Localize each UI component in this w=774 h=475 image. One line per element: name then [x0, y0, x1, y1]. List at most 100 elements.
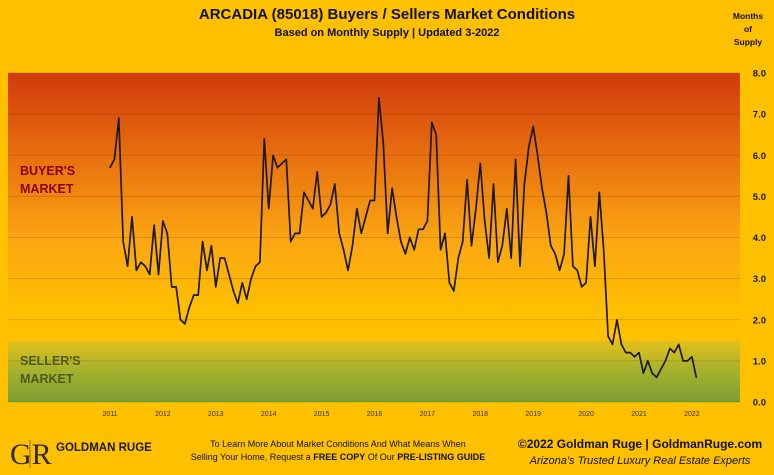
data-point: [484, 220, 486, 222]
data-point: [281, 162, 283, 165]
data-point: [312, 208, 314, 210]
data-point: [303, 191, 305, 193]
data-point: [669, 347, 671, 350]
x-tick-label: 2017: [420, 411, 436, 418]
data-point: [365, 216, 367, 218]
data-point: [607, 335, 609, 337]
y-tick-label: 8.0: [753, 69, 766, 80]
chart-title: ARCADIA (85018) Buyers / Sellers Market …: [198, 6, 576, 23]
data-point: [109, 167, 111, 169]
data-point: [528, 146, 530, 148]
x-tick-label: 2012: [155, 411, 171, 418]
data-point: [686, 360, 689, 362]
data-point: [603, 249, 605, 251]
chart-subtitle: Based on Monthly Supply | Updated 3-2022: [274, 27, 500, 39]
logo-wordmark: GOLDMAN RUGE: [56, 442, 152, 454]
data-point: [418, 228, 420, 230]
data-point: [166, 232, 168, 234]
data-point: [409, 236, 411, 239]
data-point: [285, 158, 287, 160]
x-tick-label: 2021: [631, 411, 647, 418]
buyers-market-label: BUYER'S MARKET: [20, 164, 76, 196]
data-point: [263, 138, 265, 140]
data-point: [272, 154, 274, 156]
data-point: [678, 343, 680, 345]
data-point: [537, 154, 539, 156]
data-point: [506, 208, 508, 210]
data-point: [462, 241, 464, 243]
data-point: [440, 249, 442, 251]
x-tick-label: 2015: [314, 411, 330, 418]
data-point: [162, 220, 164, 222]
y-axis-unit-label: Months of Supply: [732, 11, 764, 47]
data-point: [559, 269, 561, 271]
data-point: [594, 265, 596, 267]
data-point: [550, 245, 552, 247]
baseline-band: [8, 400, 740, 402]
data-point: [334, 183, 336, 185]
data-point: [616, 319, 618, 321]
data-point: [695, 376, 697, 378]
x-tick-label: 2019: [525, 411, 541, 418]
data-point: [488, 257, 490, 259]
data-point: [563, 253, 565, 255]
y-tick-label: 3.0: [753, 274, 766, 285]
data-point: [259, 261, 261, 263]
data-point: [651, 372, 653, 374]
data-point: [400, 241, 402, 243]
data-point: [598, 191, 600, 193]
data-point: [254, 265, 257, 267]
x-tick-label: 2011: [102, 411, 117, 418]
data-point: [224, 257, 226, 259]
data-point: [171, 286, 173, 288]
data-point: [634, 356, 636, 358]
y-tick-label: 5.0: [753, 192, 766, 203]
data-point: [475, 208, 477, 210]
data-point: [642, 372, 645, 374]
data-point: [184, 323, 186, 325]
data-point: [660, 368, 662, 370]
data-point: [338, 232, 340, 234]
data-point: [431, 121, 433, 123]
sellers-market-label: SELLER'S MARKET: [20, 354, 81, 386]
data-point: [426, 220, 428, 222]
data-point: [391, 187, 393, 189]
data-point: [629, 352, 631, 354]
data-point: [276, 167, 279, 169]
data-point: [395, 216, 398, 218]
data-point: [113, 158, 115, 160]
data-point: [179, 319, 182, 321]
data-point: [691, 356, 693, 358]
data-point: [351, 245, 354, 247]
data-point: [545, 212, 548, 214]
y-tick-label: 4.0: [753, 233, 766, 244]
data-point: [448, 282, 450, 284]
data-point: [307, 199, 309, 202]
data-point: [656, 376, 658, 378]
data-point: [237, 302, 239, 304]
data-point: [250, 278, 252, 280]
y-tick-label: 6.0: [753, 151, 766, 162]
data-point: [144, 265, 146, 267]
data-point: [585, 282, 587, 284]
data-point: [554, 253, 556, 255]
call-to-action-text: To Learn More About Market Conditions An…: [190, 439, 486, 462]
data-point: [356, 208, 358, 210]
data-point: [369, 199, 371, 202]
data-point: [532, 125, 534, 128]
data-point: [519, 265, 521, 267]
data-point: [294, 232, 296, 234]
data-point: [664, 360, 667, 362]
x-tick-label: 2020: [578, 411, 594, 418]
y-tick-label: 7.0: [753, 110, 766, 121]
data-point: [404, 253, 406, 255]
data-point: [206, 269, 208, 271]
data-point: [541, 187, 543, 189]
data-point: [373, 199, 376, 202]
data-point: [382, 142, 384, 144]
data-point: [492, 183, 495, 185]
data-point: [620, 343, 623, 345]
data-point: [228, 273, 230, 276]
data-point: [188, 306, 190, 308]
goldman-ruge-logo-icon: GR: [10, 438, 52, 471]
